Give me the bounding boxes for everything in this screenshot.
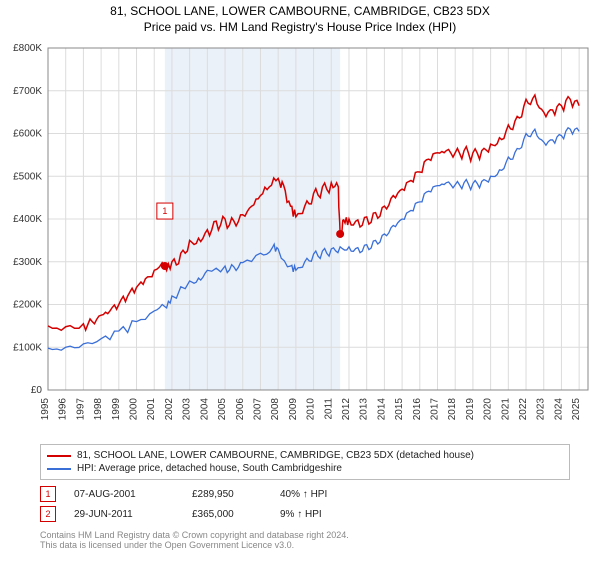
svg-text:£600K: £600K — [13, 129, 42, 140]
svg-text:£700K: £700K — [13, 86, 42, 97]
svg-text:2022: 2022 — [518, 398, 529, 421]
svg-text:2002: 2002 — [164, 398, 175, 421]
chart-title: 81, SCHOOL LANE, LOWER CAMBOURNE, CAMBRI… — [0, 4, 600, 18]
transaction-marker: 1 — [40, 486, 56, 502]
svg-text:1995: 1995 — [40, 398, 51, 421]
transaction-date: 07-AUG-2001 — [74, 489, 174, 500]
svg-text:2017: 2017 — [430, 398, 441, 421]
legend-item: HPI: Average price, detached house, Sout… — [47, 462, 563, 475]
svg-text:1999: 1999 — [111, 398, 122, 421]
transaction-price: £365,000 — [192, 509, 262, 520]
svg-text:2025: 2025 — [571, 398, 582, 421]
svg-text:2023: 2023 — [536, 398, 547, 421]
legend-item: 81, SCHOOL LANE, LOWER CAMBOURNE, CAMBRI… — [47, 449, 563, 462]
legend: 81, SCHOOL LANE, LOWER CAMBOURNE, CAMBRI… — [40, 444, 570, 480]
footer-line-1: Contains HM Land Registry data © Crown c… — [40, 530, 570, 540]
svg-text:2014: 2014 — [376, 398, 387, 421]
transaction-date: 29-JUN-2011 — [74, 509, 174, 520]
legend-label: HPI: Average price, detached house, Sout… — [77, 463, 342, 474]
svg-text:2003: 2003 — [182, 398, 193, 421]
chart-subtitle: Price paid vs. HM Land Registry's House … — [0, 20, 600, 34]
svg-text:2005: 2005 — [217, 398, 228, 421]
svg-text:2013: 2013 — [359, 398, 370, 421]
svg-text:2004: 2004 — [199, 398, 210, 421]
svg-text:2016: 2016 — [412, 398, 423, 421]
transaction-row: 1 07-AUG-2001 £289,950 40% ↑ HPI — [40, 484, 570, 504]
svg-text:2015: 2015 — [394, 398, 405, 421]
svg-text:2011: 2011 — [323, 398, 334, 420]
svg-text:1998: 1998 — [93, 398, 104, 421]
transaction-marker: 2 — [40, 506, 56, 522]
legend-label: 81, SCHOOL LANE, LOWER CAMBOURNE, CAMBRI… — [77, 450, 474, 461]
transaction-row: 2 29-JUN-2011 £365,000 9% ↑ HPI — [40, 504, 570, 524]
svg-text:1997: 1997 — [75, 398, 86, 421]
svg-text:2021: 2021 — [500, 398, 511, 421]
chart-plot: £0 £100K £200K £300K £400K £500K £600K £700K £80… — [0, 40, 600, 440]
svg-text:£400K: £400K — [13, 214, 42, 225]
svg-text:2024: 2024 — [553, 398, 564, 421]
svg-text:2018: 2018 — [447, 398, 458, 421]
svg-text:2006: 2006 — [235, 398, 246, 421]
svg-text:2010: 2010 — [306, 398, 317, 421]
svg-text:2008: 2008 — [270, 398, 281, 421]
footer-line-2: This data is licensed under the Open Gov… — [40, 540, 570, 550]
transaction-hpi: 40% ↑ HPI — [280, 489, 360, 500]
chart-container: 81, SCHOOL LANE, LOWER CAMBOURNE, CAMBRI… — [0, 4, 600, 564]
chart-svg: £0 £100K £200K £300K £400K £500K £600K £700K £80… — [0, 40, 600, 440]
svg-text:£100K: £100K — [13, 342, 42, 353]
legend-swatch — [47, 468, 71, 470]
transaction-hpi: 9% ↑ HPI — [280, 509, 360, 520]
footer-attribution: Contains HM Land Registry data © Crown c… — [40, 530, 570, 550]
transactions-table: 1 07-AUG-2001 £289,950 40% ↑ HPI 2 29-JUN-201… — [40, 484, 570, 524]
transaction-price: £289,950 — [192, 489, 262, 500]
svg-text:1996: 1996 — [58, 398, 69, 421]
svg-text:2019: 2019 — [465, 398, 476, 421]
legend-swatch — [47, 455, 71, 457]
svg-text:£0: £0 — [31, 385, 43, 396]
svg-text:2000: 2000 — [129, 398, 140, 421]
svg-text:£200K: £200K — [13, 300, 42, 311]
svg-text:£500K: £500K — [13, 171, 42, 182]
svg-text:2012: 2012 — [341, 398, 352, 421]
svg-text:2009: 2009 — [288, 398, 299, 421]
svg-text:2007: 2007 — [252, 398, 263, 421]
svg-text:2001: 2001 — [146, 398, 157, 421]
svg-text:£300K: £300K — [13, 257, 42, 268]
svg-text:£800K: £800K — [13, 43, 42, 54]
svg-text:1: 1 — [162, 206, 167, 216]
svg-text:2020: 2020 — [483, 398, 494, 421]
